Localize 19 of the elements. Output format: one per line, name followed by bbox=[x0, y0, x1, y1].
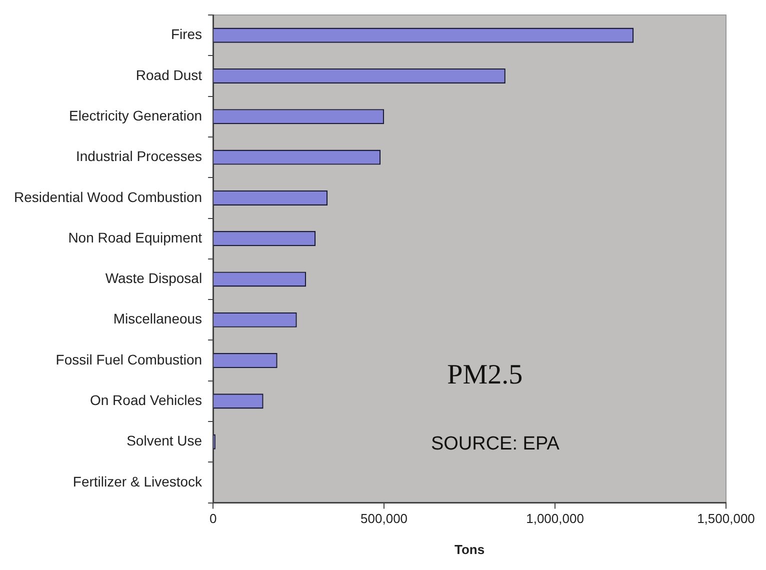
y-tick-label: On Road Vehicles bbox=[90, 392, 202, 408]
y-tick-label: Electricity Generation bbox=[69, 107, 202, 124]
x-axis-title: Tons bbox=[454, 542, 485, 557]
y-tick-label: Road Dust bbox=[136, 66, 202, 83]
x-tick-label: 1,000,000 bbox=[526, 511, 584, 526]
y-tick-label: Fossil Fuel Combustion bbox=[56, 351, 202, 368]
y-tick-label: Fires bbox=[170, 26, 202, 42]
annotation: PM2.5 bbox=[447, 359, 523, 390]
x-tick-label: 1,500,000 bbox=[697, 511, 755, 526]
y-tick-label: Non Road Equipment bbox=[68, 229, 202, 246]
y-tick-label: Miscellaneous bbox=[113, 310, 202, 327]
y-tick-label: Solvent Use bbox=[126, 432, 202, 449]
annotation: SOURCE: EPA bbox=[430, 434, 560, 454]
x-tick-label: 0 bbox=[209, 511, 217, 526]
y-tick-label: Residential Wood Combustion bbox=[14, 188, 202, 205]
y-tick-label: Fertilizer & Livestock bbox=[72, 473, 204, 490]
y-tick-label: Waste Disposal bbox=[105, 270, 202, 286]
x-tick-label: 500,000 bbox=[360, 511, 408, 526]
y-tick-label: Industrial Processes bbox=[76, 148, 202, 164]
